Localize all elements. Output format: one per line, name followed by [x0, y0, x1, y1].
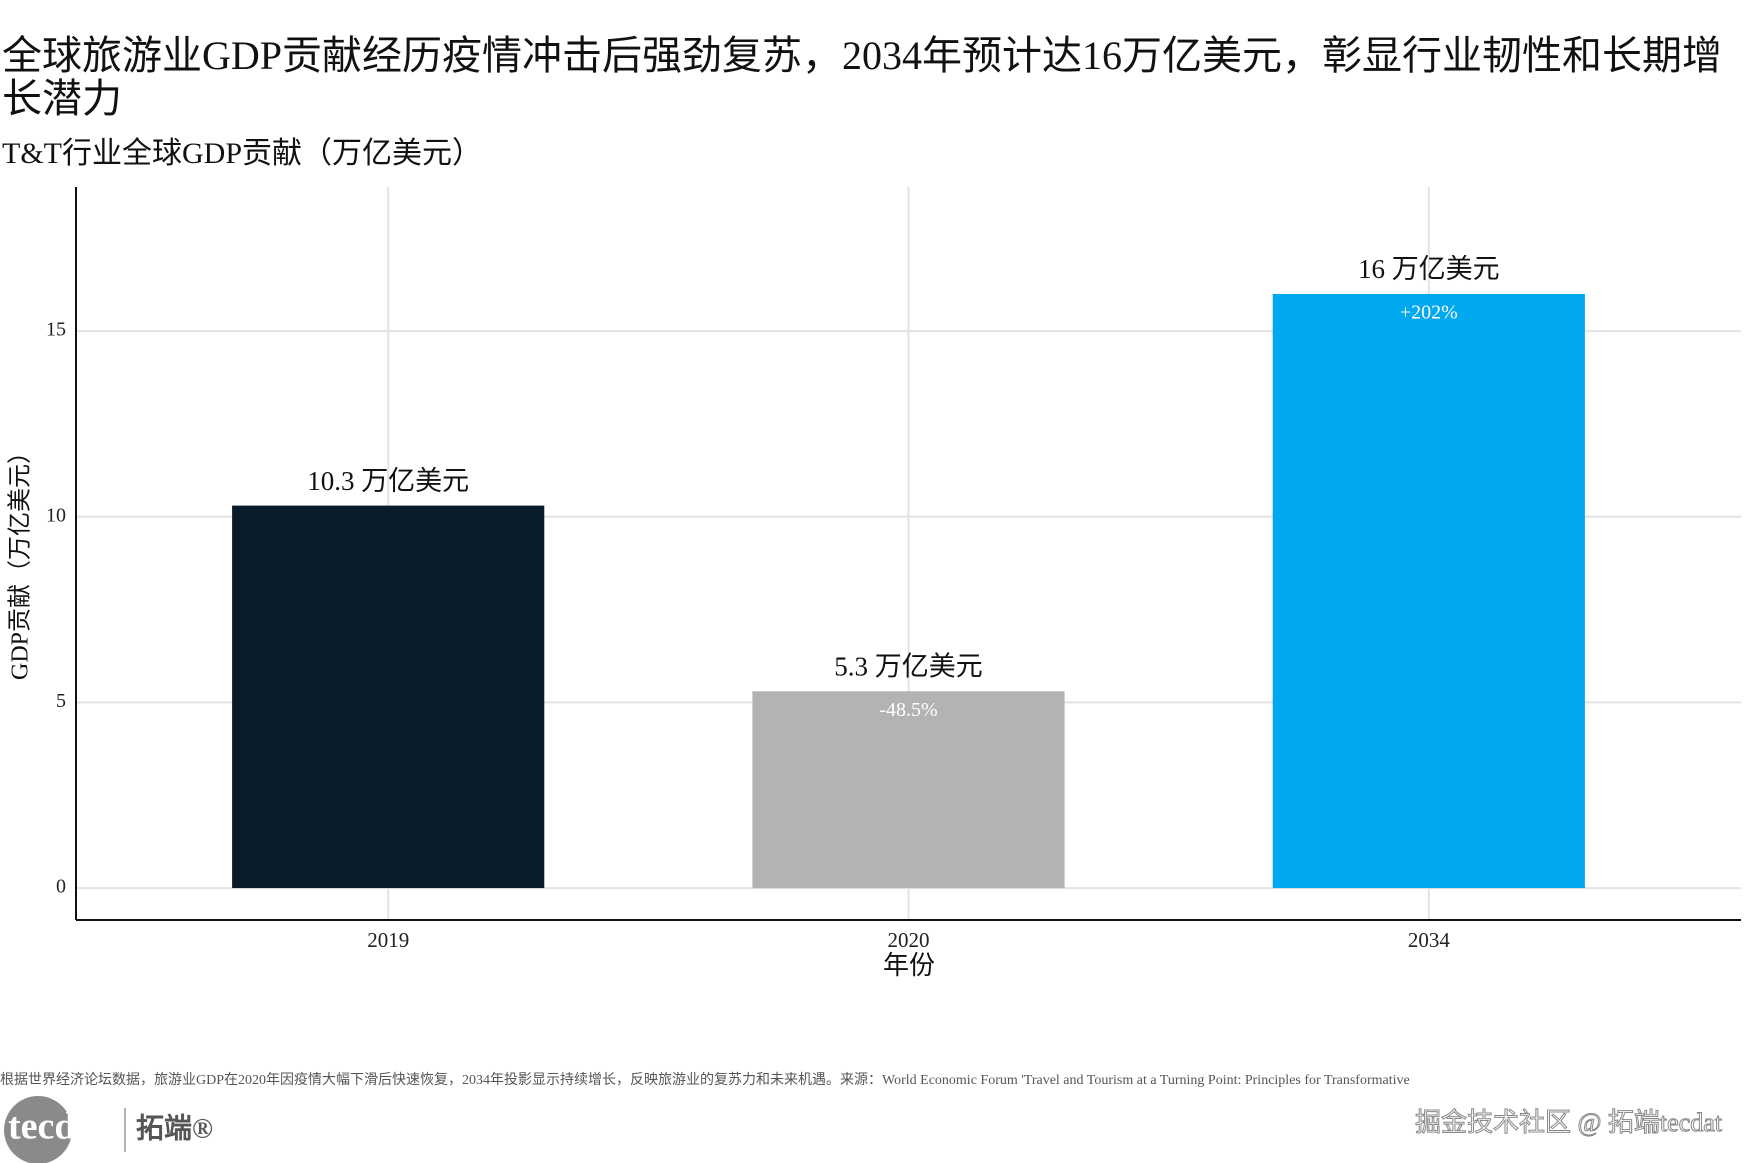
value-label: 10.3 万亿美元 [307, 466, 469, 496]
logo-brand: 拓端® [136, 1112, 213, 1144]
value-label: 5.3 万亿美元 [834, 651, 983, 681]
value-label: 16 万亿美元 [1358, 254, 1500, 284]
y-tick-label: 10 [46, 504, 66, 526]
x-tick-label: 2019 [367, 928, 409, 952]
chart-subtitle: T&T行业全球GDP贡献（万亿美元） [2, 137, 482, 170]
logo-text: tecdat [8, 1106, 108, 1148]
bar [752, 691, 1065, 889]
logo-circle [4, 1096, 72, 1163]
chart-title: 全球旅游业GDP贡献经历疫情冲击后强劲复苏，2034年预计达16万亿美元，彰显行… [2, 33, 1723, 121]
change-label: +202% [1400, 302, 1458, 324]
x-axis-title: 年份 [883, 951, 935, 980]
bar [232, 505, 545, 889]
y-tick-label: 5 [56, 690, 66, 712]
x-tick-label: 2020 [888, 928, 930, 952]
x-tick-label: 2034 [1408, 928, 1451, 952]
y-tick-label: 0 [56, 876, 66, 898]
watermark: 掘金技术社区 @ 拓端tecdat [1415, 1108, 1723, 1137]
y-axis-title: GDP贡献（万亿美元） [7, 440, 34, 680]
caption: 根据世界经济论坛数据，旅游业GDP在2020年因疫情大幅下滑后快速恢复，2034… [0, 1071, 1410, 1088]
bar [1272, 293, 1585, 889]
change-label: -48.5% [879, 699, 937, 721]
y-tick-label: 15 [46, 319, 66, 341]
